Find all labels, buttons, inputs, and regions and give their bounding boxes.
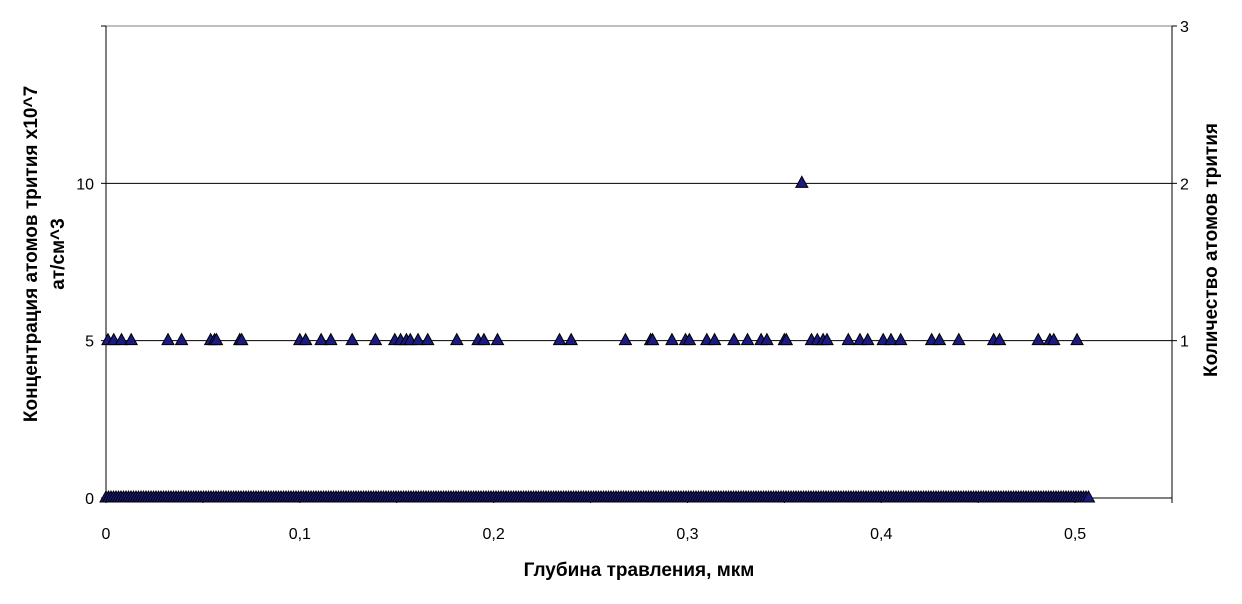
zero-level-markers bbox=[99, 489, 1096, 503]
data-point-level-5 bbox=[552, 332, 567, 346]
data-point-level-5 bbox=[174, 332, 189, 346]
y-left-tick-label: 10 bbox=[76, 176, 94, 193]
data-point-level-10 bbox=[794, 175, 809, 188]
y-right-tick-label: 1 bbox=[1180, 334, 1189, 351]
data-point-level-5 bbox=[841, 332, 856, 346]
data-point-level-5 bbox=[368, 332, 383, 346]
data-point-level-5 bbox=[665, 332, 679, 346]
data-point-level-5 bbox=[490, 332, 505, 346]
y-left-axis-title-line1: Концентрация атомов трития х10^7 bbox=[21, 86, 42, 422]
y-right-tick-label: 2 bbox=[1180, 176, 1189, 193]
x-tick-label: 0,5 bbox=[1064, 526, 1086, 543]
plot-area bbox=[105, 25, 1173, 499]
data-point-level-5 bbox=[645, 332, 660, 346]
data-point-level-5 bbox=[449, 332, 464, 346]
data-point-level-5 bbox=[477, 332, 491, 346]
x-tick-label: 0,2 bbox=[483, 526, 505, 543]
data-point-level-5 bbox=[682, 332, 697, 346]
data-point-level-5 bbox=[951, 332, 966, 346]
tick-labels: 0 5 10 1 2 3 0 0,1 0,2 0,3 0,4 0,5 bbox=[76, 19, 1189, 543]
data-point-level-5 bbox=[209, 332, 224, 346]
data-point-level-5 bbox=[323, 332, 338, 346]
x-tick-label: 0,1 bbox=[289, 526, 311, 543]
y-right-axis-title: Количество атомов трития bbox=[1201, 123, 1222, 377]
data-point-level-5 bbox=[1031, 332, 1046, 346]
data-point-level-5 bbox=[411, 332, 425, 346]
y-right-tick-label: 3 bbox=[1180, 19, 1189, 36]
data-point-level-5 bbox=[234, 332, 249, 346]
data-point-level-5 bbox=[820, 332, 834, 346]
data-point-level-5 bbox=[1046, 332, 1061, 346]
x-tick-label: 0,4 bbox=[870, 526, 892, 543]
data-point-level-5 bbox=[618, 332, 633, 346]
data-point-level-5 bbox=[345, 332, 359, 346]
data-point-level-5 bbox=[884, 332, 898, 346]
data-point-level-5 bbox=[161, 332, 175, 346]
x-tick-label: 0 bbox=[102, 526, 111, 543]
data-point-level-5 bbox=[760, 332, 774, 346]
data-point-level-5 bbox=[779, 332, 794, 346]
data-point-level-5 bbox=[564, 332, 579, 346]
data-point-level-5 bbox=[893, 332, 908, 346]
data-point-level-5 bbox=[1070, 332, 1084, 346]
data-point-level-5 bbox=[114, 332, 129, 346]
y-left-tick-label: 5 bbox=[85, 334, 94, 351]
data-point-level-5 bbox=[314, 332, 328, 346]
data-point-level-0 bbox=[1081, 489, 1096, 503]
data-point-level-5 bbox=[860, 332, 875, 346]
x-axis-title: Глубина травления, мкм bbox=[524, 560, 755, 581]
data-point-level-5 bbox=[932, 332, 947, 346]
data-point-level-5 bbox=[707, 332, 722, 346]
y-left-axis-title-line2: ат/см^3 bbox=[48, 218, 69, 289]
data-point-level-5 bbox=[727, 332, 741, 346]
data-point-level-5 bbox=[420, 332, 435, 346]
data-points bbox=[101, 175, 1084, 346]
y-left-tick-label: 0 bbox=[85, 491, 94, 508]
data-point-level-5 bbox=[740, 332, 755, 346]
data-point-level-5 bbox=[124, 332, 139, 346]
data-point-level-5 bbox=[992, 332, 1007, 346]
data-point-level-5 bbox=[298, 332, 313, 346]
x-tick-label: 0,3 bbox=[676, 526, 698, 543]
